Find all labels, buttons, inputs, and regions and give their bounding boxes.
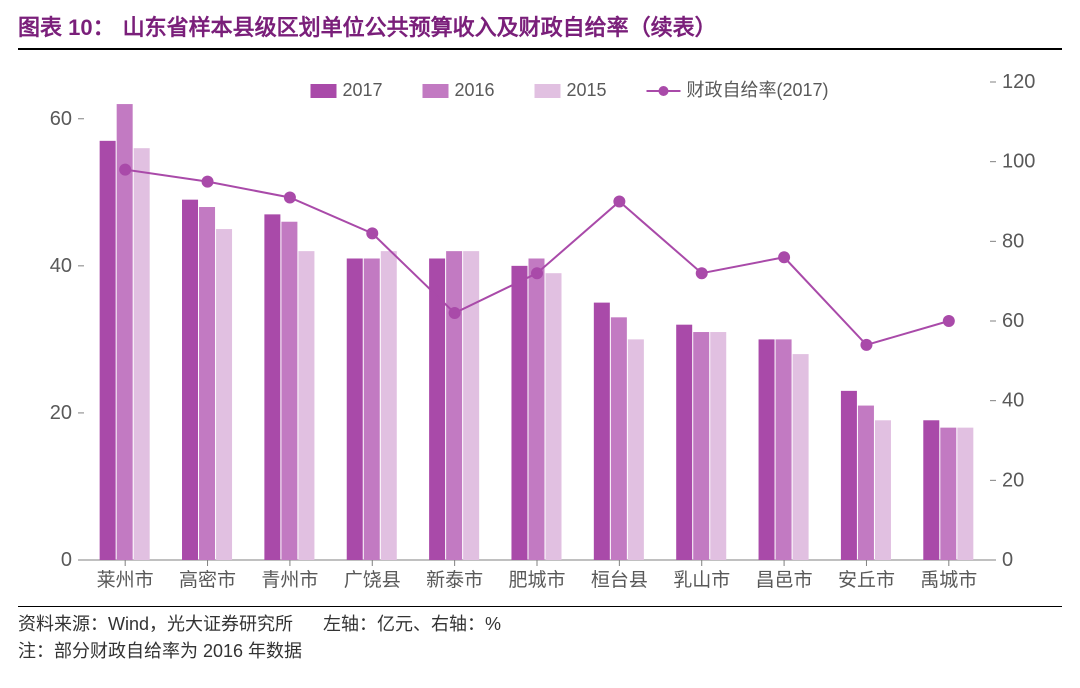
svg-text:20: 20 xyxy=(50,402,72,424)
footer-source: 资料来源：Wind，光大证券研究所 xyxy=(18,611,293,638)
chart-container: 图表 10： 山东省样本县级区划单位公共预算收入及财政自给率（续表） 0 20 40… xyxy=(0,0,1080,688)
footer: 资料来源：Wind，光大证券研究所 左轴：亿元、右轴：% 注：部分财政自给率为 … xyxy=(18,606,1062,665)
source-label: 资料来源： xyxy=(18,614,108,634)
svg-text:0: 0 xyxy=(1002,549,1013,571)
svg-text:乳山市: 乳山市 xyxy=(673,569,730,591)
svg-text:桓台县: 桓台县 xyxy=(591,569,648,591)
svg-text:60: 60 xyxy=(1002,310,1024,332)
axis-labels: 左轴：亿元、右轴：% xyxy=(323,611,501,638)
svg-text:100: 100 xyxy=(1002,151,1035,173)
note-label: 注： xyxy=(18,641,54,661)
svg-text:2015: 2015 xyxy=(567,80,607,100)
svg-text:80: 80 xyxy=(1002,230,1024,252)
svg-text:40: 40 xyxy=(50,255,72,277)
source-text: Wind，光大证券研究所 xyxy=(108,614,293,634)
svg-text:2016: 2016 xyxy=(455,80,495,100)
svg-text:青州市: 青州市 xyxy=(261,569,318,591)
svg-text:昌邑市: 昌邑市 xyxy=(756,569,813,591)
title-text: 山东省样本县级区划单位公共预算收入及财政自给率（续表） xyxy=(123,10,717,42)
svg-text:2017: 2017 xyxy=(343,80,383,100)
svg-text:新泰市: 新泰市 xyxy=(426,569,483,591)
svg-text:莱州市: 莱州市 xyxy=(97,569,154,591)
svg-text:财政自给率(2017): 财政自给率(2017) xyxy=(687,80,829,100)
svg-text:广饶县: 广饶县 xyxy=(344,569,401,591)
svg-text:安丘市: 安丘市 xyxy=(838,569,895,591)
svg-text:120: 120 xyxy=(1002,71,1035,93)
chart-area: 0 20 40 60 0 20 40 60 80 100 120 莱州市 高密市 青州市 广饶县 新泰市 肥城市… xyxy=(18,56,1062,604)
title-prefix: 图表 10： xyxy=(18,10,115,42)
svg-text:40: 40 xyxy=(1002,390,1024,412)
svg-text:60: 60 xyxy=(50,108,72,130)
svg-text:禹城市: 禹城市 xyxy=(920,569,977,591)
svg-text:高密市: 高密市 xyxy=(179,569,236,591)
svg-text:0: 0 xyxy=(61,549,72,571)
svg-text:肥城市: 肥城市 xyxy=(508,569,565,591)
svg-text:20: 20 xyxy=(1002,469,1024,491)
note-text: 部分财政自给率为 2016 年数据 xyxy=(54,641,302,661)
chart-svg: 0 20 40 60 0 20 40 60 80 100 120 莱州市 高密市 青州市 广饶县 新泰市 肥城市… xyxy=(18,56,1062,604)
title-row: 图表 10： 山东省样本县级区划单位公共预算收入及财政自给率（续表） xyxy=(18,10,1062,50)
